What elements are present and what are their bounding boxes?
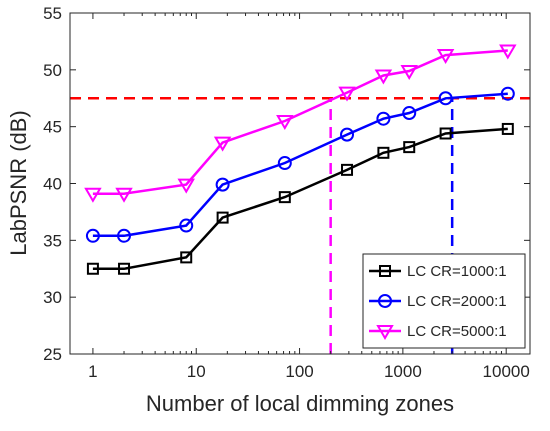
series-layer <box>84 44 517 275</box>
data-point-s3-2 <box>115 187 133 203</box>
y-tick-label: 35 <box>43 231 62 250</box>
legend-marker <box>379 265 391 277</box>
data-point-s3-10 <box>499 44 517 60</box>
x-tick-label: 10000 <box>483 362 530 381</box>
legend-entry: LC CR=1000:1 <box>369 263 507 280</box>
legend-label: LC CR=1000:1 <box>407 263 507 280</box>
y-tick-label: 45 <box>43 118 62 137</box>
data-point-s1-9 <box>439 127 452 140</box>
series-2 <box>85 86 515 243</box>
data-point-s3-3 <box>177 178 195 194</box>
legend-entry: LC CR=5000:1 <box>369 323 507 340</box>
y-tick-label: 25 <box>43 345 62 364</box>
y-tick-label: 55 <box>43 4 62 23</box>
x-tick-label: 1000 <box>384 362 422 381</box>
legend: LC CR=1000:1 LC CR=2000:1 LC CR=5000:1 <box>362 253 526 349</box>
axes <box>69 12 531 355</box>
data-point-s1-3 <box>180 251 193 264</box>
data-point-s2-3 <box>179 218 194 233</box>
data-point-s1-8 <box>403 141 416 154</box>
legend-label: LC CR=2000:1 <box>407 293 507 310</box>
series-line-2 <box>92 92 508 238</box>
data-point-s3-9 <box>436 49 455 65</box>
data-point-s3-6 <box>338 86 356 102</box>
data-point-s2-10 <box>500 86 515 101</box>
y-tick-label: 30 <box>43 288 62 307</box>
y-tick-label: 40 <box>43 175 62 194</box>
x-tick-label: 1 <box>88 362 97 381</box>
data-point-s3-1 <box>84 187 102 203</box>
x-tick-label: 100 <box>285 362 313 381</box>
x-tick-label: 10 <box>187 362 206 381</box>
legend-marker <box>376 325 394 340</box>
data-point-s2-7 <box>376 111 391 126</box>
data-point-s1-5 <box>278 191 291 204</box>
x-axis-label: Number of local dimming zones <box>146 391 454 416</box>
data-point-s2-9 <box>438 91 453 106</box>
data-point-s3-8 <box>400 64 418 80</box>
data-point-s1-6 <box>341 163 354 176</box>
series-line-1 <box>92 127 508 271</box>
data-point-s1-10 <box>501 122 514 135</box>
tick-labels: 1 10 100 1000 10000 25 30 35 40 45 50 55 <box>43 4 530 381</box>
data-point-s2-5 <box>277 156 292 171</box>
series-line-3 <box>92 49 508 195</box>
y-axis-label: LabPSNR (dB) <box>6 110 31 256</box>
series-1 <box>86 122 514 275</box>
legend-marker <box>378 294 392 308</box>
series-3 <box>84 44 517 203</box>
legend-label: LC CR=5000:1 <box>407 323 507 340</box>
y-tick-label: 50 <box>43 61 62 80</box>
data-point-s2-2 <box>117 228 132 243</box>
data-point-s3-4 <box>213 136 232 152</box>
data-point-s2-4 <box>215 177 230 192</box>
data-point-s1-4 <box>216 211 229 224</box>
data-point-s3-5 <box>276 114 294 130</box>
data-point-s2-8 <box>402 106 417 121</box>
data-point-s3-7 <box>374 69 393 85</box>
data-point-s2-1 <box>85 228 100 243</box>
data-point-s2-6 <box>340 127 355 142</box>
data-point-s1-1 <box>86 262 99 275</box>
legend-entry: LC CR=2000:1 <box>369 293 507 310</box>
data-point-s1-2 <box>118 262 131 275</box>
data-point-s1-7 <box>377 146 390 159</box>
